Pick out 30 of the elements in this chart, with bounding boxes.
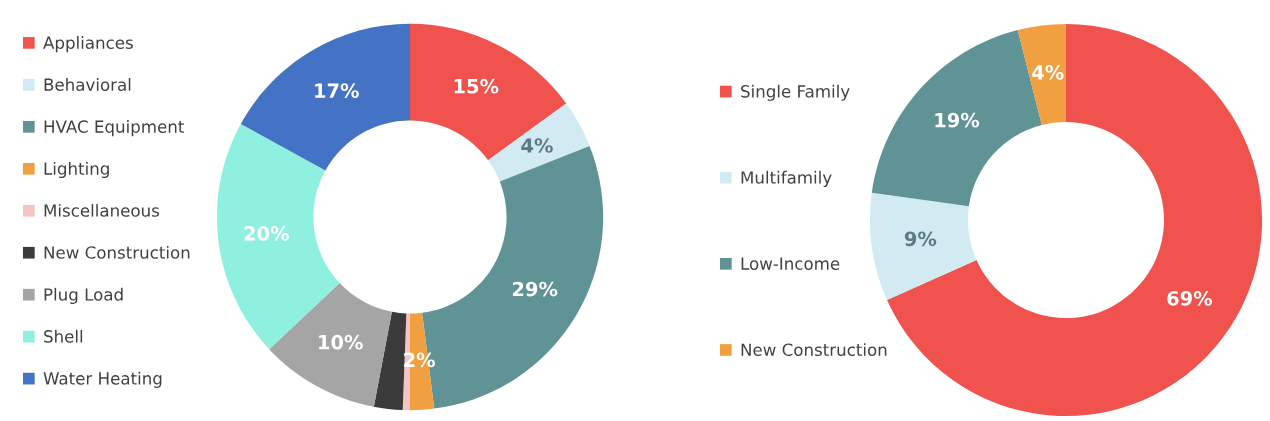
legend-label: Miscellaneous: [44, 203, 160, 217]
donut-slice: [269, 283, 392, 407]
data-label: 10%: [319, 334, 363, 350]
data-label: 4%: [1032, 65, 1064, 80]
legend-label: Lighting: [44, 161, 109, 179]
donut-slice: [488, 103, 590, 182]
legend-label: Low-Income: [741, 257, 840, 270]
data-label: 19%: [935, 112, 980, 128]
data-label: 29%: [512, 281, 558, 297]
legend-label: New Construction: [44, 245, 190, 259]
donut-slice: [240, 23, 410, 171]
legend-label: Appliances: [43, 36, 133, 53]
legend-label: Water Heating: [43, 371, 162, 388]
data-label: 4%: [521, 138, 553, 153]
legend-label: Behavioral: [44, 78, 131, 91]
data-label: 9%: [904, 231, 937, 247]
donut-slice: [869, 192, 977, 300]
donut-slice: [1017, 23, 1066, 125]
legend-label: Plug Load: [44, 287, 123, 304]
legend-label: New Construction: [741, 343, 887, 357]
data-label: 17%: [315, 83, 359, 98]
data-label: 20%: [244, 226, 289, 241]
legend-label: HVAC Equipment: [44, 120, 184, 137]
donut-slice: [410, 23, 567, 161]
donut-slice: [886, 23, 1263, 417]
legend-label: Single Family: [741, 84, 850, 101]
legend-label: Multifamily: [741, 170, 832, 187]
legend-label: Shell: [44, 329, 83, 343]
data-label: 69%: [1167, 290, 1213, 306]
data-label: 15%: [454, 78, 499, 94]
